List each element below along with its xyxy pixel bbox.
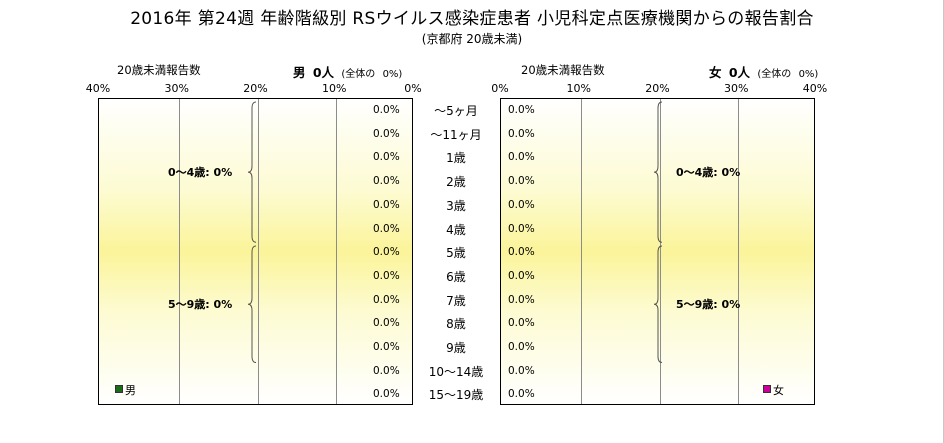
female-value-label: 0.0% [508, 388, 535, 401]
female-share-label: (全体の [757, 69, 792, 80]
age-category-label: 2歳 [446, 175, 466, 190]
male-value-label: 0.0% [373, 269, 400, 282]
male-value-label: 0.0% [373, 222, 400, 235]
female-tick-label: 40% [802, 82, 828, 95]
male-share-value: 0%) [382, 69, 403, 80]
male-value-label: 0.0% [373, 151, 400, 164]
male-value-label: 0.0% [373, 388, 400, 401]
male-tick-label: 0% [404, 82, 422, 95]
female-value-label: 0.0% [508, 293, 535, 306]
female-group-label: 5～9歳: 0% [676, 298, 741, 312]
female-legend-label: 女 [773, 384, 784, 397]
female-group-brace [653, 245, 663, 364]
age-category-label: 3歳 [446, 198, 466, 213]
male-gridline [178, 99, 180, 404]
female-count-label: 0人 [728, 65, 751, 80]
left-axis-label: 20歳未満報告数 [117, 63, 201, 77]
age-category-label: 10～14歳 [428, 364, 484, 379]
female-value-label: 0.0% [508, 341, 535, 353]
right-count-header: 女 0人 (全体の 0%) [709, 62, 818, 81]
female-share-value: 0%) [798, 69, 819, 80]
male-value-label: 0.0% [373, 198, 400, 211]
female-value-label: 0.0% [508, 175, 535, 188]
male-group-label: 5～9歳: 0% [168, 298, 233, 312]
female-value-label: 0.0% [508, 246, 535, 259]
female-value-label: 0.0% [508, 151, 535, 164]
female-legend-swatch [763, 385, 771, 393]
male-legend: 男 [115, 382, 136, 398]
female-value-label: 0.0% [508, 364, 535, 377]
age-category-label: 15～19歳 [428, 388, 484, 403]
female-gridline [580, 99, 582, 404]
male-group-brace [247, 101, 257, 243]
male-value-label: 0.0% [373, 104, 400, 116]
female-value-label: 0.0% [508, 127, 535, 140]
female-tick-label: 10% [566, 82, 591, 95]
male-tick-label: 30% [164, 82, 189, 95]
male-value-label: 0.0% [373, 246, 400, 259]
age-category-label: 5歳 [446, 246, 466, 261]
female-gridline [738, 99, 740, 404]
female-tick-label: 20% [645, 82, 670, 95]
female-value-label: 0.0% [508, 317, 535, 330]
female-value-label: 0.0% [508, 269, 535, 282]
male-tick-label: 20% [243, 82, 268, 95]
chart-title: 2016年 第24週 年齢階級別 RSウイルス感染症患者 小児科定点医療機関から… [130, 9, 814, 29]
female-sex-label: 女 [709, 65, 722, 80]
male-plot-area [98, 98, 413, 405]
age-category-label: ～11ヶ月 [430, 127, 482, 142]
male-value-label: 0.0% [373, 127, 400, 140]
age-category-label: 1歳 [446, 151, 466, 166]
male-share-label: (全体の [341, 69, 376, 80]
female-value-label: 0.0% [508, 222, 535, 235]
male-legend-swatch [115, 385, 123, 393]
male-count-label: 0人 [312, 65, 335, 80]
male-value-label: 0.0% [373, 293, 400, 306]
female-tick-label: 0% [491, 82, 509, 95]
age-category-label: 7歳 [446, 293, 466, 308]
male-sex-label: 男 [293, 65, 306, 80]
male-value-label: 0.0% [373, 364, 400, 377]
female-gridline [659, 99, 661, 404]
right-axis-label: 20歳未満報告数 [521, 63, 605, 77]
female-tick-label: 30% [724, 82, 749, 95]
age-category-label: 8歳 [446, 317, 466, 332]
age-category-label: 4歳 [446, 222, 466, 237]
male-tick-label: 40% [85, 82, 111, 95]
age-category-label: 9歳 [446, 341, 466, 355]
male-gridline [336, 99, 338, 404]
male-value-label: 0.0% [373, 317, 400, 330]
left-count-header: 男 0人 (全体の 0%) [293, 62, 402, 81]
male-value-label: 0.0% [373, 341, 400, 353]
female-group-brace [653, 101, 663, 243]
female-value-label: 0.0% [508, 104, 535, 116]
female-group-label: 0～4歳: 0% [676, 166, 741, 180]
male-group-brace [247, 245, 257, 364]
male-group-label: 0～4歳: 0% [168, 166, 233, 180]
male-tick-label: 10% [322, 82, 347, 95]
age-category-label: 6歳 [446, 269, 466, 284]
age-category-label: ～5ヶ月 [434, 104, 478, 118]
female-value-label: 0.0% [508, 198, 535, 211]
male-legend-label: 男 [125, 384, 136, 397]
chart-subtitle: (京都府 20歳未満) [421, 32, 523, 46]
female-legend: 女 [763, 382, 784, 398]
male-gridline [257, 99, 259, 404]
male-value-label: 0.0% [373, 175, 400, 188]
